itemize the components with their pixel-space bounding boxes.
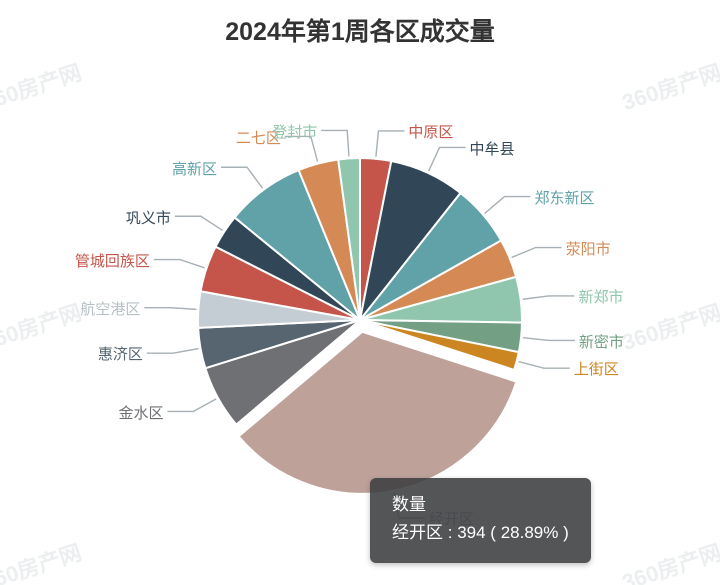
slice-label: 上街区 — [574, 358, 619, 379]
tooltip-sep: : — [448, 523, 457, 542]
slice-label: 中原区 — [408, 121, 453, 142]
slice-label: 新密市 — [579, 331, 624, 352]
tooltip-percent-close: ) — [563, 523, 569, 542]
tooltip: 数量 经开区 : 394 ( 28.89% ) — [370, 478, 591, 563]
leader-line — [519, 362, 570, 369]
slice-label: 惠济区 — [98, 343, 143, 364]
leader-line — [485, 197, 531, 214]
slice-label: 中牟县 — [470, 138, 515, 159]
tooltip-title: 数量 — [392, 492, 569, 518]
slice-label: 高新区 — [172, 158, 217, 179]
tooltip-percent-open: ( — [490, 523, 496, 542]
tooltip-percent: 28.89% — [501, 523, 559, 542]
slice-label: 金水区 — [118, 402, 163, 423]
slice-label: 登封市 — [272, 121, 317, 142]
leader-line — [144, 308, 196, 310]
slice-label: 荥阳市 — [566, 238, 611, 259]
leader-line — [175, 216, 223, 230]
leader-line — [429, 147, 466, 171]
leader-line — [221, 167, 262, 188]
leader-line — [512, 248, 562, 258]
leader-line — [376, 131, 405, 157]
leader-line — [523, 296, 575, 299]
slice-label: 巩义市 — [126, 207, 171, 228]
leader-line — [523, 338, 575, 341]
slice-label: 新郑市 — [578, 286, 623, 307]
tooltip-value: 394 — [457, 523, 485, 542]
slice-label: 郑东新区 — [534, 187, 594, 208]
tooltip-body: 经开区 : 394 ( 28.89% ) — [392, 520, 569, 546]
tooltip-label: 经开区 — [392, 523, 443, 542]
leader-line — [154, 260, 205, 268]
leader-line — [167, 399, 216, 412]
leader-line — [321, 130, 349, 156]
slice-label: 航空港区 — [80, 298, 140, 319]
leader-line — [147, 349, 199, 354]
slice-label: 管城回族区 — [75, 250, 150, 271]
